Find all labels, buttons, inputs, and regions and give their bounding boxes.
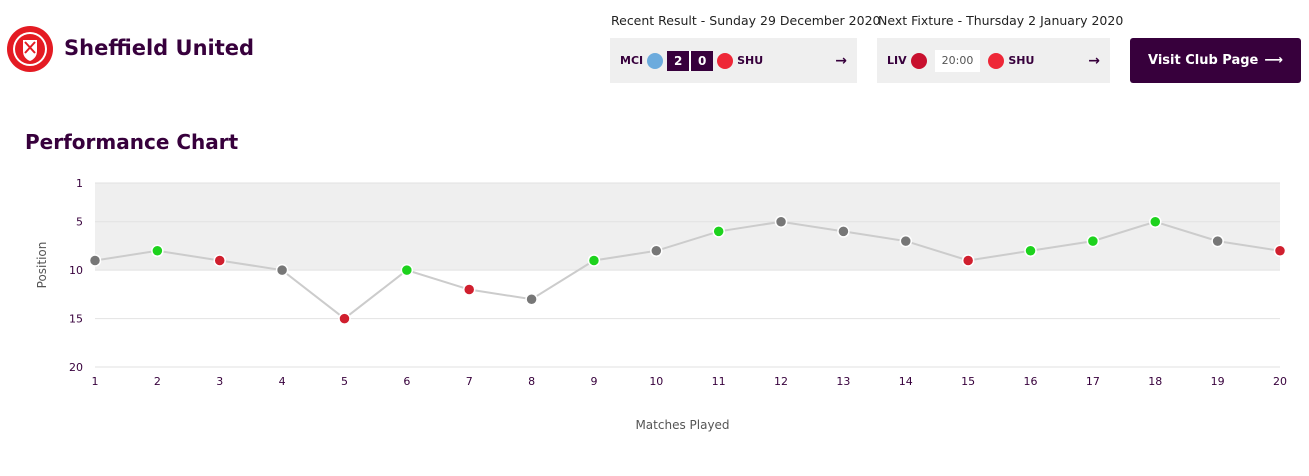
arrow-right-icon: → bbox=[1088, 52, 1100, 69]
visit-club-page-button[interactable]: Visit Club Page ⟶ bbox=[1130, 38, 1301, 83]
home-team-code: LIV bbox=[887, 54, 907, 67]
x-axis-label: Matches Played bbox=[635, 418, 729, 432]
match-point[interactable] bbox=[650, 244, 663, 258]
away-team-code: SHU bbox=[1008, 54, 1035, 67]
x-tick-label: 17 bbox=[1086, 375, 1100, 388]
match-point[interactable] bbox=[587, 254, 601, 267]
match-point[interactable] bbox=[525, 292, 538, 306]
arrow-right-icon: ⟶ bbox=[1264, 53, 1284, 68]
position-line bbox=[94, 220, 1281, 320]
match-point[interactable] bbox=[275, 263, 289, 277]
x-tick-label: 12 bbox=[774, 375, 788, 388]
y-tick-label: 1 bbox=[76, 177, 83, 190]
match-point[interactable] bbox=[213, 254, 226, 267]
section-title: Performance Chart bbox=[25, 130, 239, 154]
x-tick-label: 20 bbox=[1273, 375, 1287, 388]
x-tick-label: 3 bbox=[216, 375, 223, 388]
x-tick-label: 2 bbox=[154, 375, 161, 388]
y-axis-label: Position bbox=[35, 242, 49, 289]
x-tick-label: 10 bbox=[649, 375, 663, 388]
match-point[interactable] bbox=[899, 234, 913, 248]
match-point[interactable] bbox=[1149, 215, 1162, 228]
y-tick-label: 15 bbox=[69, 313, 83, 326]
arrow-right-icon: → bbox=[835, 52, 847, 69]
sheffield-united-crest-icon bbox=[7, 26, 53, 72]
next-fixture-card[interactable]: LIV 20:00 SHU → bbox=[877, 38, 1110, 83]
sheffield-united-badge-icon bbox=[988, 52, 1005, 69]
top-half-band bbox=[95, 183, 1280, 271]
visit-club-page-label: Visit Club Page bbox=[1147, 53, 1259, 68]
next-fixture-title: Next Fixture - Thursday 2 January 2020 bbox=[878, 13, 1124, 28]
y-tick-label: 5 bbox=[76, 216, 83, 229]
x-tick-label: 16 bbox=[1024, 375, 1038, 388]
match-point[interactable] bbox=[1024, 244, 1037, 258]
y-tick-label: 10 bbox=[69, 264, 83, 277]
x-tick-label: 6 bbox=[403, 375, 410, 388]
kickoff-time: 20:00 bbox=[934, 49, 981, 72]
match-point[interactable] bbox=[1211, 234, 1224, 248]
liverpool-badge-icon bbox=[910, 52, 927, 69]
x-tick-label: 13 bbox=[836, 375, 850, 388]
match-point[interactable] bbox=[400, 263, 414, 277]
match-point[interactable] bbox=[774, 215, 788, 228]
y-tick-label: 20 bbox=[69, 361, 83, 374]
home-score: 2 bbox=[667, 50, 690, 71]
match-point[interactable] bbox=[1086, 234, 1100, 248]
match-point[interactable] bbox=[462, 283, 476, 296]
x-tick-label: 18 bbox=[1148, 375, 1162, 388]
match-point[interactable] bbox=[88, 254, 102, 267]
match-point[interactable] bbox=[151, 244, 164, 258]
x-tick-label: 9 bbox=[590, 375, 597, 388]
x-tick-label: 4 bbox=[279, 375, 286, 388]
recent-result-card[interactable]: MCI 2 0 SHU → bbox=[610, 38, 857, 83]
x-tick-label: 7 bbox=[466, 375, 473, 388]
x-tick-label: 11 bbox=[712, 375, 726, 388]
match-point[interactable] bbox=[961, 254, 975, 267]
x-tick-label: 1 bbox=[92, 375, 99, 388]
x-tick-label: 15 bbox=[961, 375, 975, 388]
man-city-badge-icon bbox=[647, 52, 664, 69]
away-score: 0 bbox=[689, 50, 714, 71]
score-box: 2 0 bbox=[667, 50, 714, 71]
home-team-code: MCI bbox=[620, 54, 644, 67]
match-point[interactable] bbox=[712, 225, 725, 238]
sheffield-united-badge-icon bbox=[717, 52, 734, 69]
x-tick-label: 19 bbox=[1211, 375, 1225, 388]
x-tick-label: 8 bbox=[528, 375, 535, 388]
club-name: Sheffield United bbox=[64, 36, 255, 60]
match-point[interactable] bbox=[338, 312, 351, 325]
away-team-code: SHU bbox=[737, 54, 764, 67]
x-tick-label: 14 bbox=[899, 375, 913, 388]
x-tick-label: 5 bbox=[341, 375, 348, 388]
match-point[interactable] bbox=[1273, 244, 1287, 258]
recent-result-title: Recent Result - Sunday 29 December 2020 bbox=[611, 13, 881, 28]
match-point[interactable] bbox=[837, 225, 850, 238]
